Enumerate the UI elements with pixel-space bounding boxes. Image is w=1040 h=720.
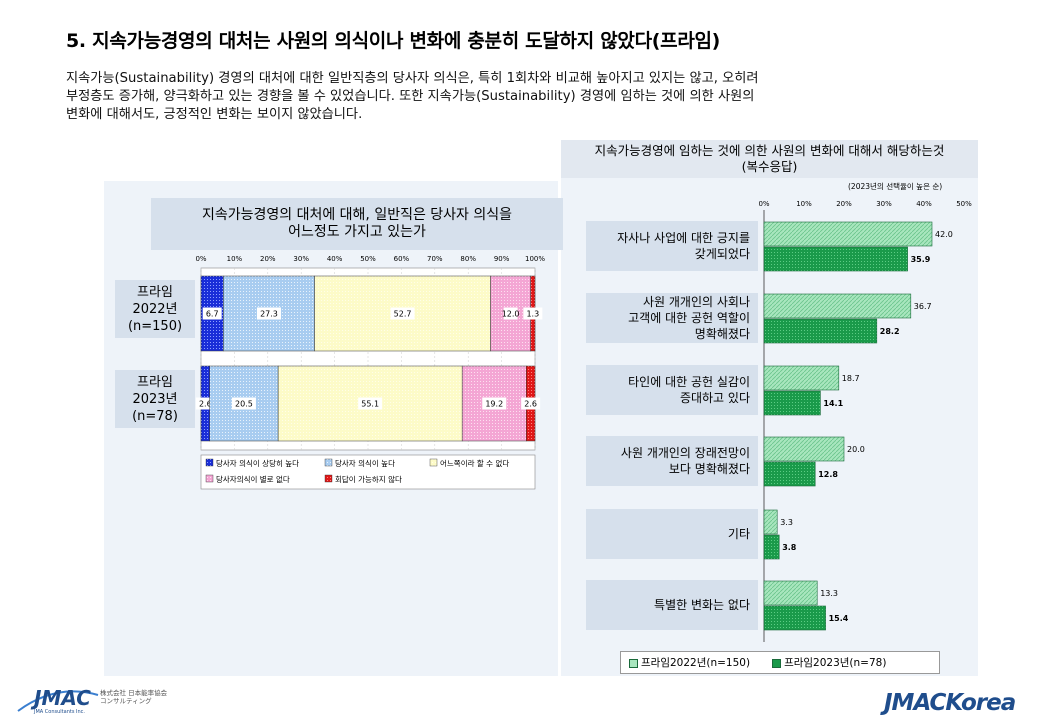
question-line: 어느정도 가지고 있는가 (288, 224, 426, 240)
bar (763, 293, 912, 319)
bar (763, 365, 840, 391)
left-chart-panel (104, 181, 558, 676)
row-label-line: 2023년 (132, 391, 178, 407)
page-title: 5. 지속가능경영의 대처는 사원의 의식이나 변화에 충분히 도달하지 않았다… (66, 30, 721, 52)
bar (763, 318, 878, 344)
bar (763, 390, 821, 416)
logo-jp-line1: 株式会社 日本能率協会 (100, 688, 168, 697)
data-label: 28.2 (880, 327, 900, 336)
description-line: 변화에 대해서도, 긍정적인 변화는 보이지 않았습니다. (66, 107, 363, 122)
x-tick-label: 20% (836, 200, 852, 208)
category-label-line: 타인에 대한 공헌 실감이 (628, 375, 750, 389)
right-title-line: 지속가능경영에 임하는 것에 의한 사원의 변화에 대해서 해당하는것 (594, 143, 945, 158)
description: 지속가능(Sustainability) 경영의 대처에 대한 일반직층의 당사… (66, 70, 966, 124)
sort-note: (2023년의 선택율이 높은 순) (848, 182, 943, 191)
x-tick-label: 10% (796, 200, 812, 208)
category-label-line: 기타 (727, 527, 750, 541)
x-tick-label: 0% (758, 200, 769, 208)
description-line: 지속가능(Sustainability) 경영의 대처에 대한 일반직층의 당사… (66, 71, 759, 86)
data-label: 36.7 (914, 302, 932, 311)
data-label: 13.3 (820, 589, 838, 598)
category-label-line: 고객에 대한 공헌 역할이 (628, 311, 750, 325)
legend-item-2022: 프라임2022년(n=150) (629, 655, 750, 670)
jmac-korea-logo: JMACKorea (884, 690, 1016, 716)
jmac-korea-text: JMACKorea (884, 690, 1016, 716)
bar (763, 221, 933, 247)
x-tick-label: 50% (956, 200, 972, 208)
category-label-box: 기타 (586, 509, 758, 559)
category-label-line: 사원 개개인의 사회나 (643, 295, 750, 309)
bar (763, 246, 908, 272)
bar (763, 605, 826, 631)
row-label-line: 프라임 (137, 284, 173, 300)
x-tick-label: 40% (916, 200, 932, 208)
data-label: 3.8 (782, 543, 797, 552)
legend-label: 프라임2023년(n=78) (784, 657, 887, 669)
data-label: 15.4 (829, 614, 849, 623)
bar (763, 580, 818, 606)
description-line: 부정층도 증가해, 양극화하고 있는 경향을 볼 수 있었습니다. 또한 지속가… (66, 89, 755, 104)
bar (763, 534, 780, 560)
legend-label: 프라임2022년(n=150) (641, 657, 751, 669)
legend-item-2023: 프라임2023년(n=78) (772, 655, 886, 670)
category-label-line: 자사나 사업에 대한 긍지를 (617, 231, 750, 245)
data-label: 12.8 (818, 470, 838, 479)
row-label-line: 2022년 (132, 301, 178, 317)
category-label-line: 사원 개개인의 장래전망이 (620, 446, 750, 460)
data-label: 35.9 (911, 255, 931, 264)
row-label-line: (n=78) (132, 408, 178, 424)
jmac-logo: JMAC JMA Consultants Inc. 株式会社 日本能率協会 コン… (16, 681, 186, 719)
logo-text: JMAC (30, 686, 91, 710)
bar (763, 509, 778, 535)
row-label-line: 프라임 (137, 374, 173, 390)
x-tick-label: 30% (876, 200, 892, 208)
left-chart-question: 지속가능경영의 대처에 대해, 일반직은 당사자 의식을 어느정도 가지고 있는… (151, 198, 563, 250)
grouped-legend: 프라임2022년(n=150) 프라임2023년(n=78) (620, 651, 940, 674)
logo-jp-line2: コンサルティング (100, 696, 152, 705)
bar (763, 461, 816, 487)
data-label: 18.7 (842, 374, 860, 383)
data-label: 14.1 (823, 399, 843, 408)
category-label-line: 갖게되었다 (694, 247, 750, 261)
right-chart-title: 지속가능경영에 임하는 것에 의한 사원의 변화에 대해서 해당하는것 (복수응… (561, 140, 978, 178)
logo-subtitle: JMA Consultants Inc. (33, 709, 85, 715)
data-label: 3.3 (780, 518, 793, 527)
category-label-line: 명확해졌다 (694, 327, 750, 341)
row-label-2023: 프라임 2023년 (n=78) (115, 370, 195, 428)
category-label-line: 보다 명확해졌다 (668, 462, 750, 476)
row-label-2022: 프라임 2022년 (n=150) (115, 280, 195, 338)
category-label-line: 증대하고 있다 (679, 391, 750, 405)
category-label-box: 특별한 변화는 없다 (586, 580, 758, 630)
data-label: 20.0 (847, 445, 865, 454)
data-label: 42.0 (935, 230, 953, 239)
category-label-line: 특별한 변화는 없다 (654, 598, 750, 612)
question-line: 지속가능경영의 대처에 대해, 일반직은 당사자 의식을 (201, 207, 513, 223)
right-title-line: (복수응답) (741, 159, 798, 174)
bar (763, 436, 845, 462)
row-label-line: (n=150) (127, 318, 183, 334)
